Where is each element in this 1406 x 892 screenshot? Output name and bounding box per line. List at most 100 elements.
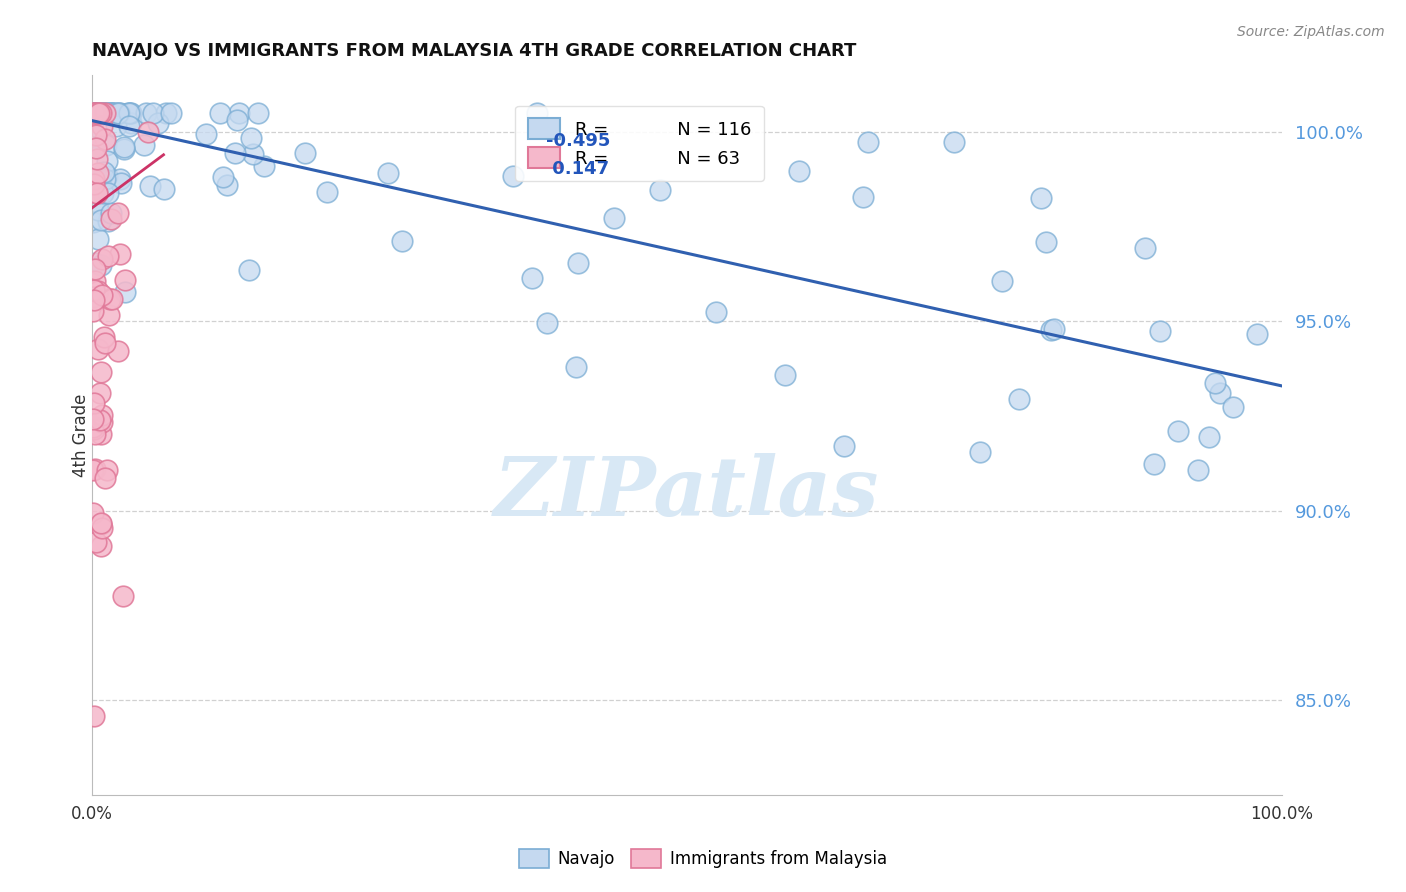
Point [118,119,141,133]
Point [316,186,339,200]
Point [82,290,104,304]
Point [93,330,115,344]
Point [91,186,114,201]
Point [969,445,991,459]
Point [96,106,118,120]
Point [87,203,110,218]
Point [520,271,543,285]
Legend: R =            N = 116, R =            N = 63: R = N = 116, R = N = 63 [515,106,763,181]
Point [194,127,217,141]
Point [84,289,107,303]
Point [86,284,108,298]
Point [141,106,163,120]
Point [228,106,250,120]
Point [991,274,1014,288]
Point [84,106,107,120]
Point [1008,392,1031,406]
Point [104,106,127,120]
Point [134,138,156,153]
Point [107,106,129,120]
Point [153,182,176,196]
Point [83,106,105,120]
Point [83,106,105,120]
Point [117,106,139,120]
Point [82,133,104,147]
Point [86,186,108,200]
Point [108,106,131,120]
Point [1198,430,1220,444]
Point [90,106,112,120]
Point [84,262,107,277]
Point [94,106,117,120]
Point [536,316,558,330]
Point [90,212,112,227]
Point [84,140,107,154]
Point [90,427,112,442]
Point [83,106,105,120]
Point [82,140,104,154]
Point [118,106,141,120]
Point [1149,324,1171,338]
Point [86,152,108,166]
Point [1035,235,1057,249]
Point [94,132,117,146]
Point [89,413,111,427]
Point [86,186,108,201]
Point [1042,321,1064,335]
Point [112,140,135,154]
Point [856,135,879,149]
Point [789,164,811,178]
Point [96,106,118,120]
Point [1039,323,1062,337]
Point [100,106,122,120]
Point [82,106,104,120]
Point [84,128,107,142]
Point [96,463,118,477]
Point [648,183,671,197]
Point [252,160,274,174]
Point [83,140,105,154]
Point [96,138,118,153]
Point [110,176,132,190]
Point [107,344,129,359]
Point [136,125,159,139]
Point [120,116,142,130]
Point [87,166,110,180]
Point [391,234,413,248]
Point [84,106,107,120]
Point [1204,376,1226,391]
Point [90,516,112,530]
Point [82,170,104,185]
Point [502,169,524,183]
Text: -0.495: -0.495 [546,132,610,150]
Point [82,214,104,228]
Point [104,106,127,120]
Point [84,427,107,442]
Point [90,288,112,302]
Point [159,106,181,120]
Point [1246,326,1268,341]
Point [224,146,246,161]
Point [526,106,548,120]
Point [602,211,624,226]
Point [108,171,131,186]
Point [706,305,728,319]
Point [91,416,114,430]
Point [1209,385,1232,400]
Point [135,106,157,120]
Text: ZIPatlas: ZIPatlas [494,453,880,533]
Legend: Navajo, Immigrants from Malaysia: Navajo, Immigrants from Malaysia [512,842,894,875]
Point [226,113,249,128]
Point [1143,457,1166,471]
Point [91,408,114,422]
Point [91,521,114,535]
Point [98,106,121,120]
Point [83,396,105,410]
Point [83,171,105,186]
Point [87,106,110,120]
Point [148,116,170,130]
Point [82,304,104,318]
Point [94,171,117,186]
Point [107,206,129,220]
Point [91,106,114,120]
